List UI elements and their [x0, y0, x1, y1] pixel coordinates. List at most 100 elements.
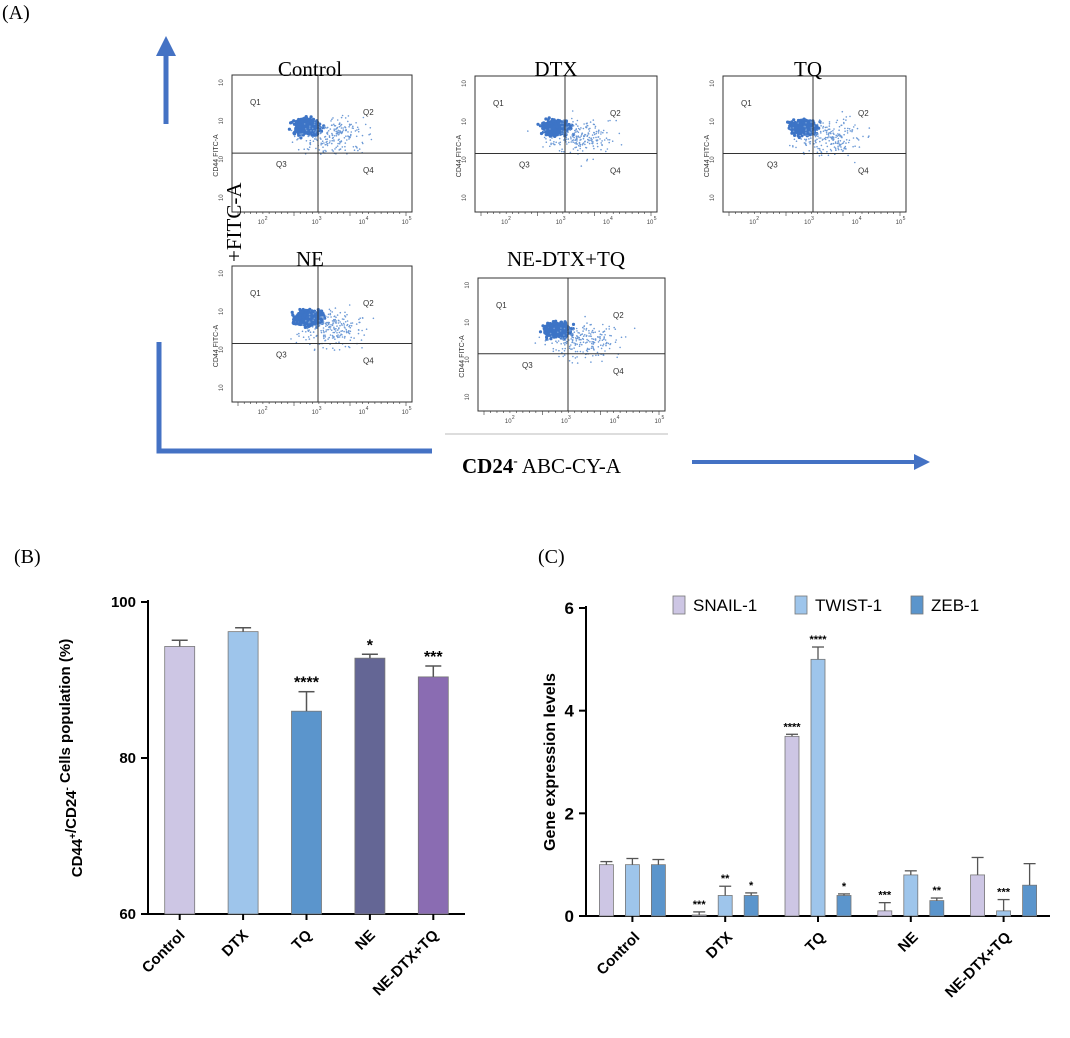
flow-event-dot — [571, 326, 574, 329]
flow-event-dot — [585, 147, 588, 149]
bar — [291, 710, 322, 915]
flow-event-dot — [574, 129, 576, 132]
flow-event-dot — [582, 137, 585, 140]
flow-event-dot — [592, 137, 595, 139]
flow-event-dot — [574, 142, 576, 144]
flow-event-dot — [576, 330, 578, 332]
bar — [996, 910, 1012, 917]
flow-event-dot — [346, 313, 348, 316]
flow-event-dot — [575, 141, 577, 144]
flow-event-dot — [849, 115, 851, 118]
significance-label: **** — [294, 675, 320, 692]
flow-event-dot — [607, 120, 609, 122]
flow-event-dot — [854, 124, 856, 126]
flow-event-dot — [555, 334, 559, 338]
flow-event-dot — [349, 134, 352, 137]
flow-event-dot — [591, 342, 593, 345]
flow-event-dot — [574, 357, 577, 359]
flow-event-dot — [824, 129, 826, 131]
flow-event-dot — [602, 344, 604, 347]
flow-x-axis-label: CD24- ABC-CY-A — [462, 453, 621, 479]
flow-event-dot — [837, 137, 840, 140]
flow-event-dot — [305, 331, 307, 333]
flow-x-tick-exp: 5 — [654, 216, 657, 222]
quadrant-label-q1: Q1 — [250, 98, 261, 107]
y-tick-label: 4 — [565, 702, 575, 721]
flow-event-dot — [568, 345, 571, 348]
flow-y-tick: 10 — [219, 155, 225, 162]
flow-event-dot — [582, 142, 585, 144]
flow-event-dot — [562, 338, 565, 341]
flow-event-dot — [828, 123, 831, 125]
flow-event-dot — [830, 150, 833, 152]
flow-event-dot — [594, 338, 597, 340]
flow-event-dot — [826, 145, 829, 148]
flow-event-dot — [563, 334, 565, 336]
bar — [651, 864, 666, 917]
flow-event-dot — [328, 142, 331, 144]
flow-event-dot — [339, 141, 342, 144]
flow-event-dot — [357, 130, 360, 133]
y-axis-label-part: Cells population (%) — [57, 639, 74, 787]
flow-event-dot — [584, 356, 587, 359]
flow-event-dot — [570, 136, 572, 138]
flow-event-dot — [586, 348, 589, 351]
flow-event-dot — [331, 149, 334, 151]
flow-event-dot — [550, 142, 552, 145]
flow-event-dot — [610, 335, 612, 337]
flow-y-tick: 10 — [219, 117, 225, 124]
flow-event-dot — [834, 147, 837, 149]
flow-x-tick-exp: 5 — [662, 415, 665, 421]
flow-event-dot — [818, 155, 821, 157]
flow-event-dot — [616, 356, 618, 359]
flow-event-dot — [335, 316, 337, 319]
flow-event-dot — [332, 117, 334, 119]
flow-y-tick: 10 — [710, 194, 716, 201]
flow-event-dot — [586, 141, 589, 144]
flow-x-tick: 10 — [501, 220, 508, 226]
flow-event-dot — [593, 349, 595, 351]
flow-event-dot — [337, 322, 340, 324]
flow-event-dot — [338, 331, 341, 334]
flow-event-dot — [827, 135, 830, 137]
flow-event-dot — [337, 139, 340, 141]
flow-event-dot — [608, 328, 610, 330]
flow-event-dot — [805, 122, 807, 124]
flow-event-dot — [299, 136, 303, 140]
quadrant-label-q4: Q4 — [363, 357, 374, 366]
bar — [164, 646, 196, 915]
flow-event-dot — [308, 338, 311, 340]
flow-event-dot — [572, 135, 574, 138]
flow-event-dot — [313, 349, 316, 352]
flow-event-dot — [591, 329, 594, 332]
flow-event-dot — [604, 334, 606, 336]
flow-event-dot — [586, 124, 589, 127]
flow-event-dot — [333, 124, 336, 127]
flow-event-dot — [809, 131, 812, 134]
flow-event-dot — [332, 322, 334, 325]
flow-event-dot — [573, 347, 575, 349]
flow-event-dot — [818, 137, 820, 139]
flow-event-dot — [347, 331, 349, 333]
flow-event-dot — [597, 354, 600, 357]
flow-event-dot — [327, 338, 329, 340]
flow-event-dot — [326, 138, 329, 140]
flow-event-dot — [322, 150, 325, 152]
flow-event-dot — [301, 133, 303, 135]
flow-event-dot — [845, 139, 848, 141]
significance-label: ** — [721, 873, 730, 885]
flow-event-dot — [588, 335, 590, 337]
flow-event-dot — [581, 333, 584, 335]
flow-y-axis-label: +FITC-A — [222, 182, 246, 262]
flow-event-dot — [826, 136, 829, 139]
flow-event-dot — [564, 339, 567, 341]
flow-title-ne-dtx-tq: NE-DTX+TQ — [507, 247, 625, 271]
bar — [877, 910, 893, 917]
flow-event-dot — [587, 339, 590, 342]
flow-event-dot — [295, 341, 298, 344]
flow-event-dot — [358, 318, 360, 321]
flow-event-dot — [575, 123, 578, 126]
significance-label: ** — [933, 885, 942, 897]
flow-event-dot — [326, 324, 329, 327]
